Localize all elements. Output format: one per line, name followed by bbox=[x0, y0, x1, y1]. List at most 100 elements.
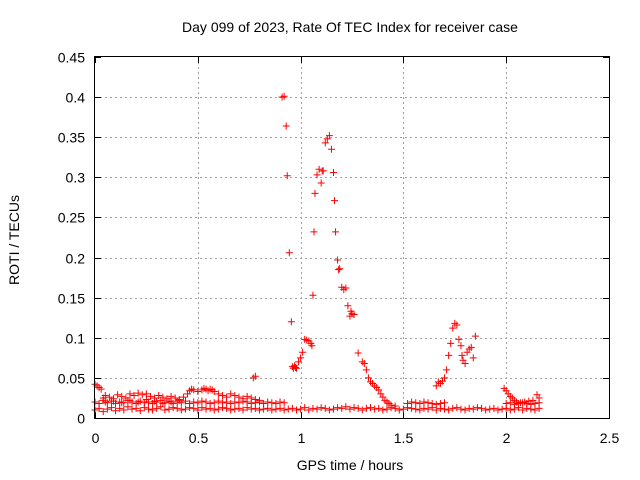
data-point bbox=[116, 404, 124, 412]
data-point bbox=[360, 359, 368, 367]
data-point bbox=[167, 398, 175, 406]
data-point bbox=[134, 398, 142, 406]
data-point bbox=[441, 399, 449, 407]
data-point bbox=[264, 398, 272, 406]
data-point bbox=[329, 169, 337, 177]
data-point bbox=[354, 404, 362, 412]
x-tick-label: 0.5 bbox=[189, 430, 209, 446]
data-point bbox=[331, 197, 339, 205]
data-point bbox=[190, 404, 198, 412]
data-point bbox=[218, 399, 226, 407]
data-point bbox=[173, 404, 181, 412]
data-point bbox=[432, 400, 440, 408]
data-point bbox=[364, 374, 372, 382]
data-point bbox=[214, 397, 222, 405]
data-point bbox=[251, 372, 259, 380]
data-point bbox=[95, 400, 103, 408]
data-point bbox=[190, 398, 198, 406]
data-point bbox=[118, 399, 126, 407]
data-point bbox=[354, 349, 362, 357]
data-point bbox=[449, 404, 457, 412]
data-point bbox=[291, 363, 299, 371]
data-point bbox=[272, 400, 280, 408]
data-point bbox=[280, 406, 288, 414]
data-point bbox=[287, 318, 295, 326]
data-point bbox=[447, 339, 455, 347]
data-point bbox=[210, 399, 218, 407]
data-point bbox=[445, 406, 453, 414]
data-point bbox=[214, 405, 222, 413]
data-point bbox=[424, 399, 432, 407]
data-point bbox=[317, 404, 325, 412]
data-point bbox=[358, 406, 366, 414]
data-point bbox=[161, 406, 169, 414]
data-point bbox=[202, 398, 210, 406]
data-point bbox=[159, 393, 167, 401]
data-point bbox=[231, 398, 239, 406]
data-point bbox=[255, 396, 263, 404]
data-point bbox=[198, 397, 206, 405]
tick-layer: 0 0.05 0.1 0.15 0.2 0.25 0.3 0.35 0.4 0.45 0 0.5 1 1.… bbox=[58, 50, 620, 447]
data-point bbox=[99, 408, 107, 416]
data-point bbox=[458, 351, 466, 359]
data-point bbox=[101, 392, 109, 400]
data-point bbox=[255, 406, 263, 414]
data-point bbox=[338, 404, 346, 412]
data-point bbox=[420, 398, 428, 406]
data-point bbox=[531, 406, 539, 414]
data-point bbox=[471, 332, 479, 340]
data-point bbox=[299, 348, 307, 356]
data-point bbox=[362, 366, 370, 374]
data-point bbox=[264, 404, 272, 412]
data-point bbox=[362, 404, 370, 412]
data-point bbox=[321, 139, 329, 147]
plot-frame bbox=[94, 56, 610, 419]
data-point bbox=[134, 389, 142, 397]
data-point bbox=[194, 388, 202, 396]
data-point bbox=[163, 395, 171, 403]
data-point bbox=[292, 406, 300, 414]
data-point bbox=[404, 400, 412, 408]
data-point bbox=[120, 406, 128, 414]
data-point bbox=[313, 405, 321, 413]
data-point bbox=[486, 405, 494, 413]
data-point bbox=[282, 122, 290, 130]
data-point bbox=[342, 284, 350, 292]
data-point bbox=[455, 335, 463, 343]
data-point bbox=[227, 406, 235, 414]
data-point bbox=[432, 382, 440, 390]
x-tick-label: 0 bbox=[92, 430, 100, 446]
data-point bbox=[521, 398, 529, 406]
data-point bbox=[412, 405, 420, 413]
data-point bbox=[118, 392, 126, 400]
data-point bbox=[371, 405, 379, 413]
data-point bbox=[506, 399, 514, 407]
data-point bbox=[280, 92, 288, 100]
data-point bbox=[436, 400, 444, 408]
data-point bbox=[177, 406, 185, 414]
data-point bbox=[159, 400, 167, 408]
data-point bbox=[478, 404, 486, 412]
data-point bbox=[408, 404, 416, 412]
data-point bbox=[453, 404, 461, 412]
data-point bbox=[297, 354, 305, 362]
data-point bbox=[387, 401, 395, 409]
data-point bbox=[350, 404, 358, 412]
data-point bbox=[325, 406, 333, 414]
data-point bbox=[494, 406, 502, 414]
data-point bbox=[186, 400, 194, 408]
data-point bbox=[395, 406, 403, 414]
data-point bbox=[329, 405, 337, 413]
y-tick-label: 0.15 bbox=[58, 291, 85, 307]
data-point bbox=[391, 402, 399, 410]
data-point bbox=[465, 404, 473, 412]
y-tick-label: 0.4 bbox=[66, 90, 86, 106]
data-point bbox=[469, 405, 477, 413]
data-point bbox=[350, 311, 358, 319]
data-point bbox=[346, 405, 354, 413]
data-point bbox=[231, 392, 239, 400]
data-point bbox=[206, 400, 214, 408]
data-point bbox=[288, 404, 296, 412]
data-point bbox=[375, 404, 383, 412]
